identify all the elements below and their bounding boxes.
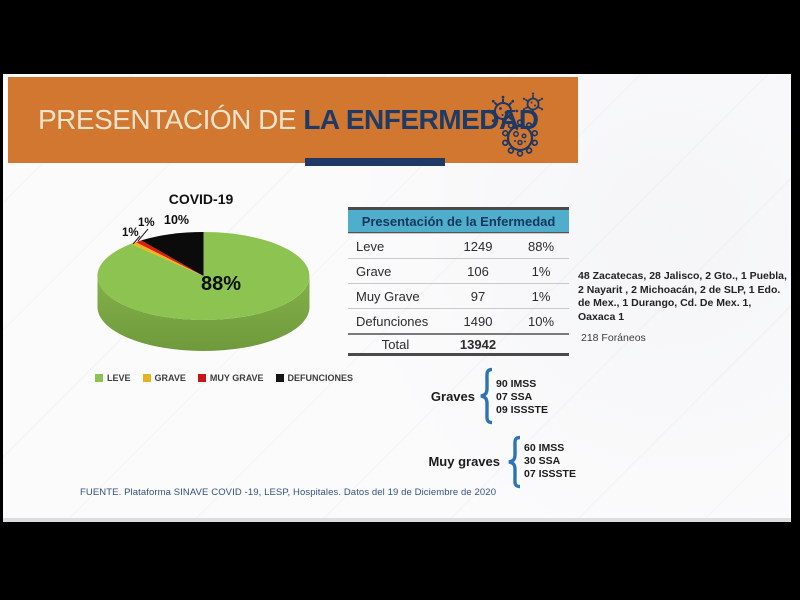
row-percent: 10% xyxy=(527,313,555,329)
legend-swatch-defunciones xyxy=(275,374,284,382)
pie-label-muy-grave: 1% xyxy=(138,217,155,229)
legend-label-muy-grave: MUY GRAVE xyxy=(209,373,264,383)
legend-swatch-grave xyxy=(142,374,151,382)
muy-graves-breakdown: 60 IMSS 30 SSA 07 ISSSTE xyxy=(524,442,576,481)
legend-swatch-muy-grave xyxy=(197,374,206,382)
legend-swatch-leve xyxy=(95,374,103,382)
virus-icon xyxy=(487,92,544,157)
table-total-row: Total 13942 xyxy=(348,333,569,353)
pie-slice-muy-grave xyxy=(135,240,204,276)
pie-slice-leve xyxy=(97,232,310,320)
row-label: Leve xyxy=(356,238,385,254)
graves-item: 09 ISSSTE xyxy=(496,404,548,416)
header-banner: PRESENTACIÓN DE LA ENFERMEDAD xyxy=(8,77,578,163)
row-percent: 88% xyxy=(527,238,555,254)
graves-item: 07 SSA xyxy=(496,391,533,403)
pie-chart xyxy=(97,228,310,351)
table-row: Grave 106 1% xyxy=(348,258,569,283)
table-title: Presentación de la Enfermedad xyxy=(348,210,569,233)
pie-label-leve: 88% xyxy=(201,273,242,295)
row-value: 106 xyxy=(467,263,489,279)
muy-graves-brace-icon xyxy=(508,435,521,489)
row-value: 1249 xyxy=(463,238,493,254)
leader-line-muy-grave xyxy=(137,228,149,242)
pie-label-defunciones: 10% xyxy=(164,213,190,227)
graves-brace-icon xyxy=(480,367,493,425)
legend-label-leve: LEVE xyxy=(107,373,131,383)
pie-slice-defunciones xyxy=(141,232,204,276)
muy-graves-label: Muy graves xyxy=(428,454,500,469)
legend-item-defunciones: DEFUNCIONES xyxy=(275,373,354,383)
leader-line-grave xyxy=(132,235,141,245)
total-label: Total xyxy=(381,336,410,352)
muy-graves-item: 60 IMSS xyxy=(524,442,565,454)
graves-label: Graves xyxy=(430,389,475,404)
table-row: Defunciones 1490 10% xyxy=(348,308,569,333)
graves-item: 90 IMSS xyxy=(496,378,537,390)
row-label: Muy Grave xyxy=(356,288,420,304)
legend-label-defunciones: DEFUNCIONES xyxy=(287,373,354,383)
pie-slice-grave xyxy=(130,242,204,276)
graves-breakdown: 90 IMSS 07 SSA 09 ISSSTE xyxy=(496,378,548,417)
presentation-slide: PRESENTACIÓN DE LA ENFERMEDAD xyxy=(3,74,791,518)
source-note: FUENTE. Plataforma SINAVE COVID -19, LES… xyxy=(80,487,497,498)
row-label: Defunciones xyxy=(356,313,429,329)
page-title-prefix: PRESENTACIÓN DE xyxy=(38,104,304,135)
row-value: 97 xyxy=(470,288,486,304)
table-row: Leve 1249 88% xyxy=(348,233,569,258)
foraneos-note: 218 Foráneos xyxy=(581,332,646,344)
pie-legend: LEVE GRAVE MUY GRAVE DEFUNCIONES xyxy=(95,373,353,383)
pie-label-grave: 1% xyxy=(122,227,139,239)
total-value: 13942 xyxy=(459,336,497,352)
legend-item-muy-grave: MUY GRAVE xyxy=(197,373,264,383)
states-distribution-note: 48 Zacatecas, 28 Jalisco, 2 Gto., 1 Pueb… xyxy=(578,270,787,323)
row-value: 1490 xyxy=(463,313,493,329)
presentation-table: Presentación de la Enfermedad Leve 1249 … xyxy=(348,207,569,356)
page-title: PRESENTACIÓN DE LA ENFERMEDAD xyxy=(8,104,539,136)
table-row: Muy Grave 97 1% xyxy=(348,283,569,308)
pie-chart-title: COVID-19 xyxy=(168,191,234,207)
row-label: Grave xyxy=(356,263,392,279)
legend-label-grave: GRAVE xyxy=(154,373,186,383)
legend-item-leve: LEVE xyxy=(95,373,131,383)
legend-item-grave: GRAVE xyxy=(142,373,186,383)
banner-underline-bar xyxy=(305,158,445,166)
row-percent: 1% xyxy=(531,288,551,304)
muy-graves-item: 30 SSA xyxy=(524,455,561,467)
pie-side-rim xyxy=(97,276,310,351)
muy-graves-item: 07 ISSSTE xyxy=(524,468,576,480)
row-percent: 1% xyxy=(531,263,551,279)
